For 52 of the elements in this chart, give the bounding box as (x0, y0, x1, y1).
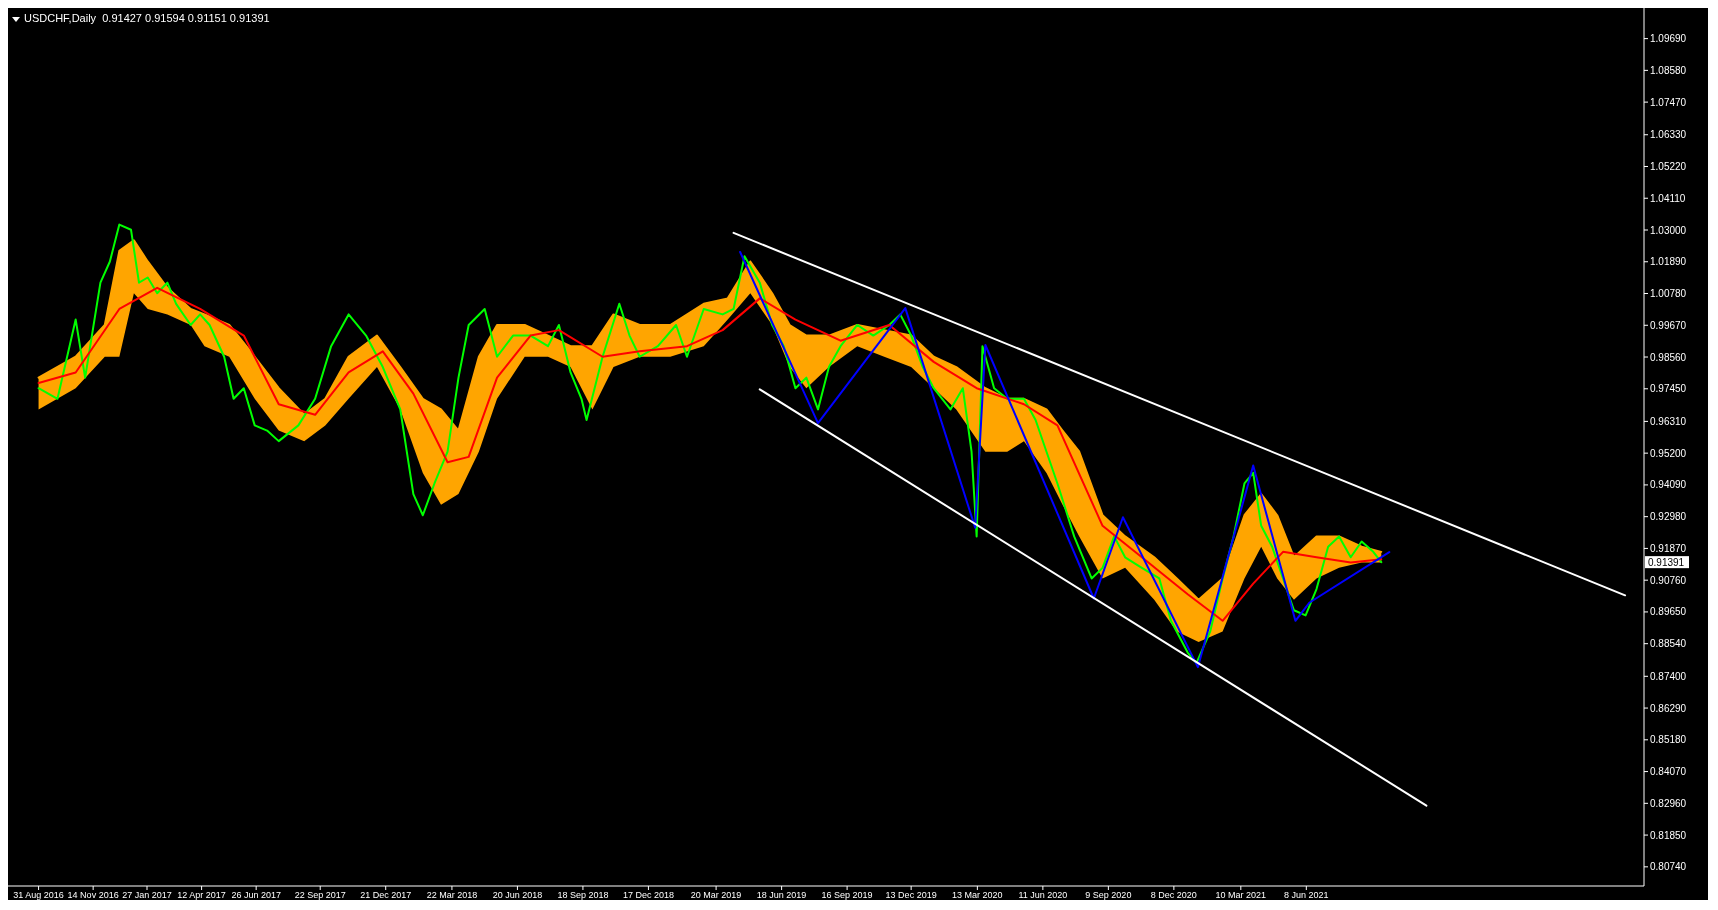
y-tick-label: 0.84070 (1650, 766, 1687, 778)
x-tick-label: 20 Mar 2019 (690, 890, 742, 900)
y-tick-label: 0.85180 (1650, 734, 1687, 746)
y-tick-label: 1.05220 (1650, 160, 1687, 172)
x-tick-label: 10 Mar 2021 (1215, 890, 1267, 900)
y-tick-label: 0.96310 (1650, 415, 1687, 427)
y-tick-label: 1.00780 (1650, 288, 1687, 300)
x-tick-label: 17 Dec 2018 (622, 890, 674, 900)
line-series (37, 286, 1383, 622)
x-tick-label: 13 Dec 2019 (885, 890, 937, 900)
y-tick-label: 0.88540 (1650, 638, 1687, 650)
x-tick-label: 27 Jan 2017 (122, 890, 172, 900)
y-tick-label: 0.91870 (1650, 542, 1687, 554)
y-tick-label: 0.94090 (1650, 479, 1687, 491)
y-tick-label: 1.03000 (1650, 224, 1687, 236)
x-tick-label: 18 Jun 2019 (756, 890, 807, 900)
x-tick-label: 12 Apr 2017 (177, 890, 226, 900)
x-tick-label: 14 Nov 2016 (67, 890, 119, 900)
y-tick-label: 0.97450 (1650, 383, 1687, 395)
chart-title: USDCHF,Daily 0.91427 0.91594 0.91151 0.91391 (24, 12, 270, 24)
y-tick-label: 0.81850 (1650, 829, 1687, 841)
text: 0.91391 (1648, 556, 1685, 568)
y-tick-label: 0.98560 (1650, 351, 1687, 363)
y-tick-label: 0.82960 (1650, 797, 1687, 809)
x-tick-label: 13 Mar 2020 (952, 890, 1003, 900)
x-tick-label: 18 Sep 2018 (557, 890, 609, 900)
y-tick-label: 1.09690 (1650, 33, 1687, 45)
y-tick-label: 1.07470 (1650, 96, 1687, 108)
x-tick-label: 9 Sep 2020 (1085, 890, 1132, 900)
y-tick-label: 0.87400 (1650, 670, 1687, 682)
y-tick-label: 0.89650 (1650, 606, 1687, 618)
y-tick-label: 1.04110 (1650, 192, 1686, 204)
y-tick-label: 0.80740 (1650, 861, 1687, 873)
x-tick-label: 8 Dec 2020 (1150, 890, 1197, 900)
y-tick-label: 1.01890 (1650, 256, 1687, 268)
y-tick-label: 0.86290 (1650, 702, 1687, 714)
y-tick-label: 0.92980 (1650, 511, 1687, 523)
x-tick-label: 20 Jun 2018 (492, 890, 543, 900)
y-tick-label: 0.90760 (1650, 574, 1687, 586)
x-tick-label: 22 Sep 2017 (294, 890, 346, 900)
x-tick-label: 16 Sep 2019 (821, 890, 873, 900)
x-tick-label: 8 Jun 2021 (1284, 890, 1329, 900)
x-tick-label: 31 Aug 2016 (13, 890, 64, 900)
x-tick-label: 11 Jun 2020 (1018, 890, 1068, 900)
y-tick-label: 1.08580 (1650, 64, 1687, 76)
x-tick-label: 22 Mar 2018 (426, 890, 478, 900)
y-tick-label: 0.95200 (1650, 447, 1687, 459)
line-series (739, 251, 1391, 669)
y-tick-label: 0.99670 (1650, 319, 1687, 331)
x-tick-label: 26 Jun 2017 (231, 890, 281, 900)
x-tick-label: 21 Dec 2017 (360, 890, 412, 900)
y-tick-label: 1.06330 (1650, 129, 1687, 141)
